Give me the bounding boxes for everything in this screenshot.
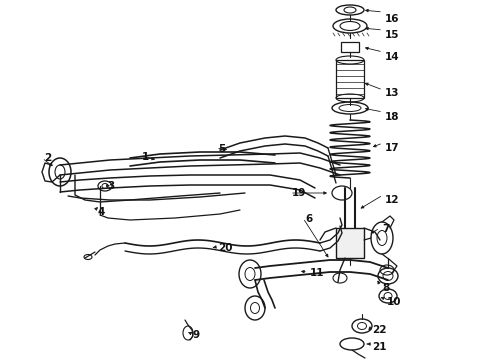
Text: 17: 17 bbox=[385, 143, 400, 153]
Bar bbox=[336, 60, 364, 98]
Text: 18: 18 bbox=[385, 112, 399, 122]
Text: 10: 10 bbox=[387, 297, 401, 307]
Text: 20: 20 bbox=[218, 243, 232, 253]
Text: 7: 7 bbox=[382, 224, 390, 234]
Text: 6: 6 bbox=[305, 214, 312, 224]
Text: 9: 9 bbox=[192, 330, 199, 340]
Text: 3: 3 bbox=[107, 181, 114, 191]
Text: 5: 5 bbox=[218, 144, 225, 154]
Text: 4: 4 bbox=[97, 207, 104, 217]
Text: 15: 15 bbox=[385, 30, 399, 40]
Text: 22: 22 bbox=[372, 325, 387, 335]
Text: 2: 2 bbox=[44, 153, 51, 163]
Text: 1: 1 bbox=[142, 152, 149, 162]
Bar bbox=[336, 228, 364, 258]
Text: 13: 13 bbox=[385, 88, 399, 98]
Text: 8: 8 bbox=[382, 283, 389, 293]
Text: 12: 12 bbox=[385, 195, 399, 205]
Text: 14: 14 bbox=[385, 52, 400, 62]
Text: 11: 11 bbox=[310, 268, 324, 278]
Bar bbox=[341, 42, 359, 52]
Text: 21: 21 bbox=[372, 342, 387, 352]
Text: 16: 16 bbox=[385, 14, 399, 24]
Text: 19: 19 bbox=[292, 188, 306, 198]
